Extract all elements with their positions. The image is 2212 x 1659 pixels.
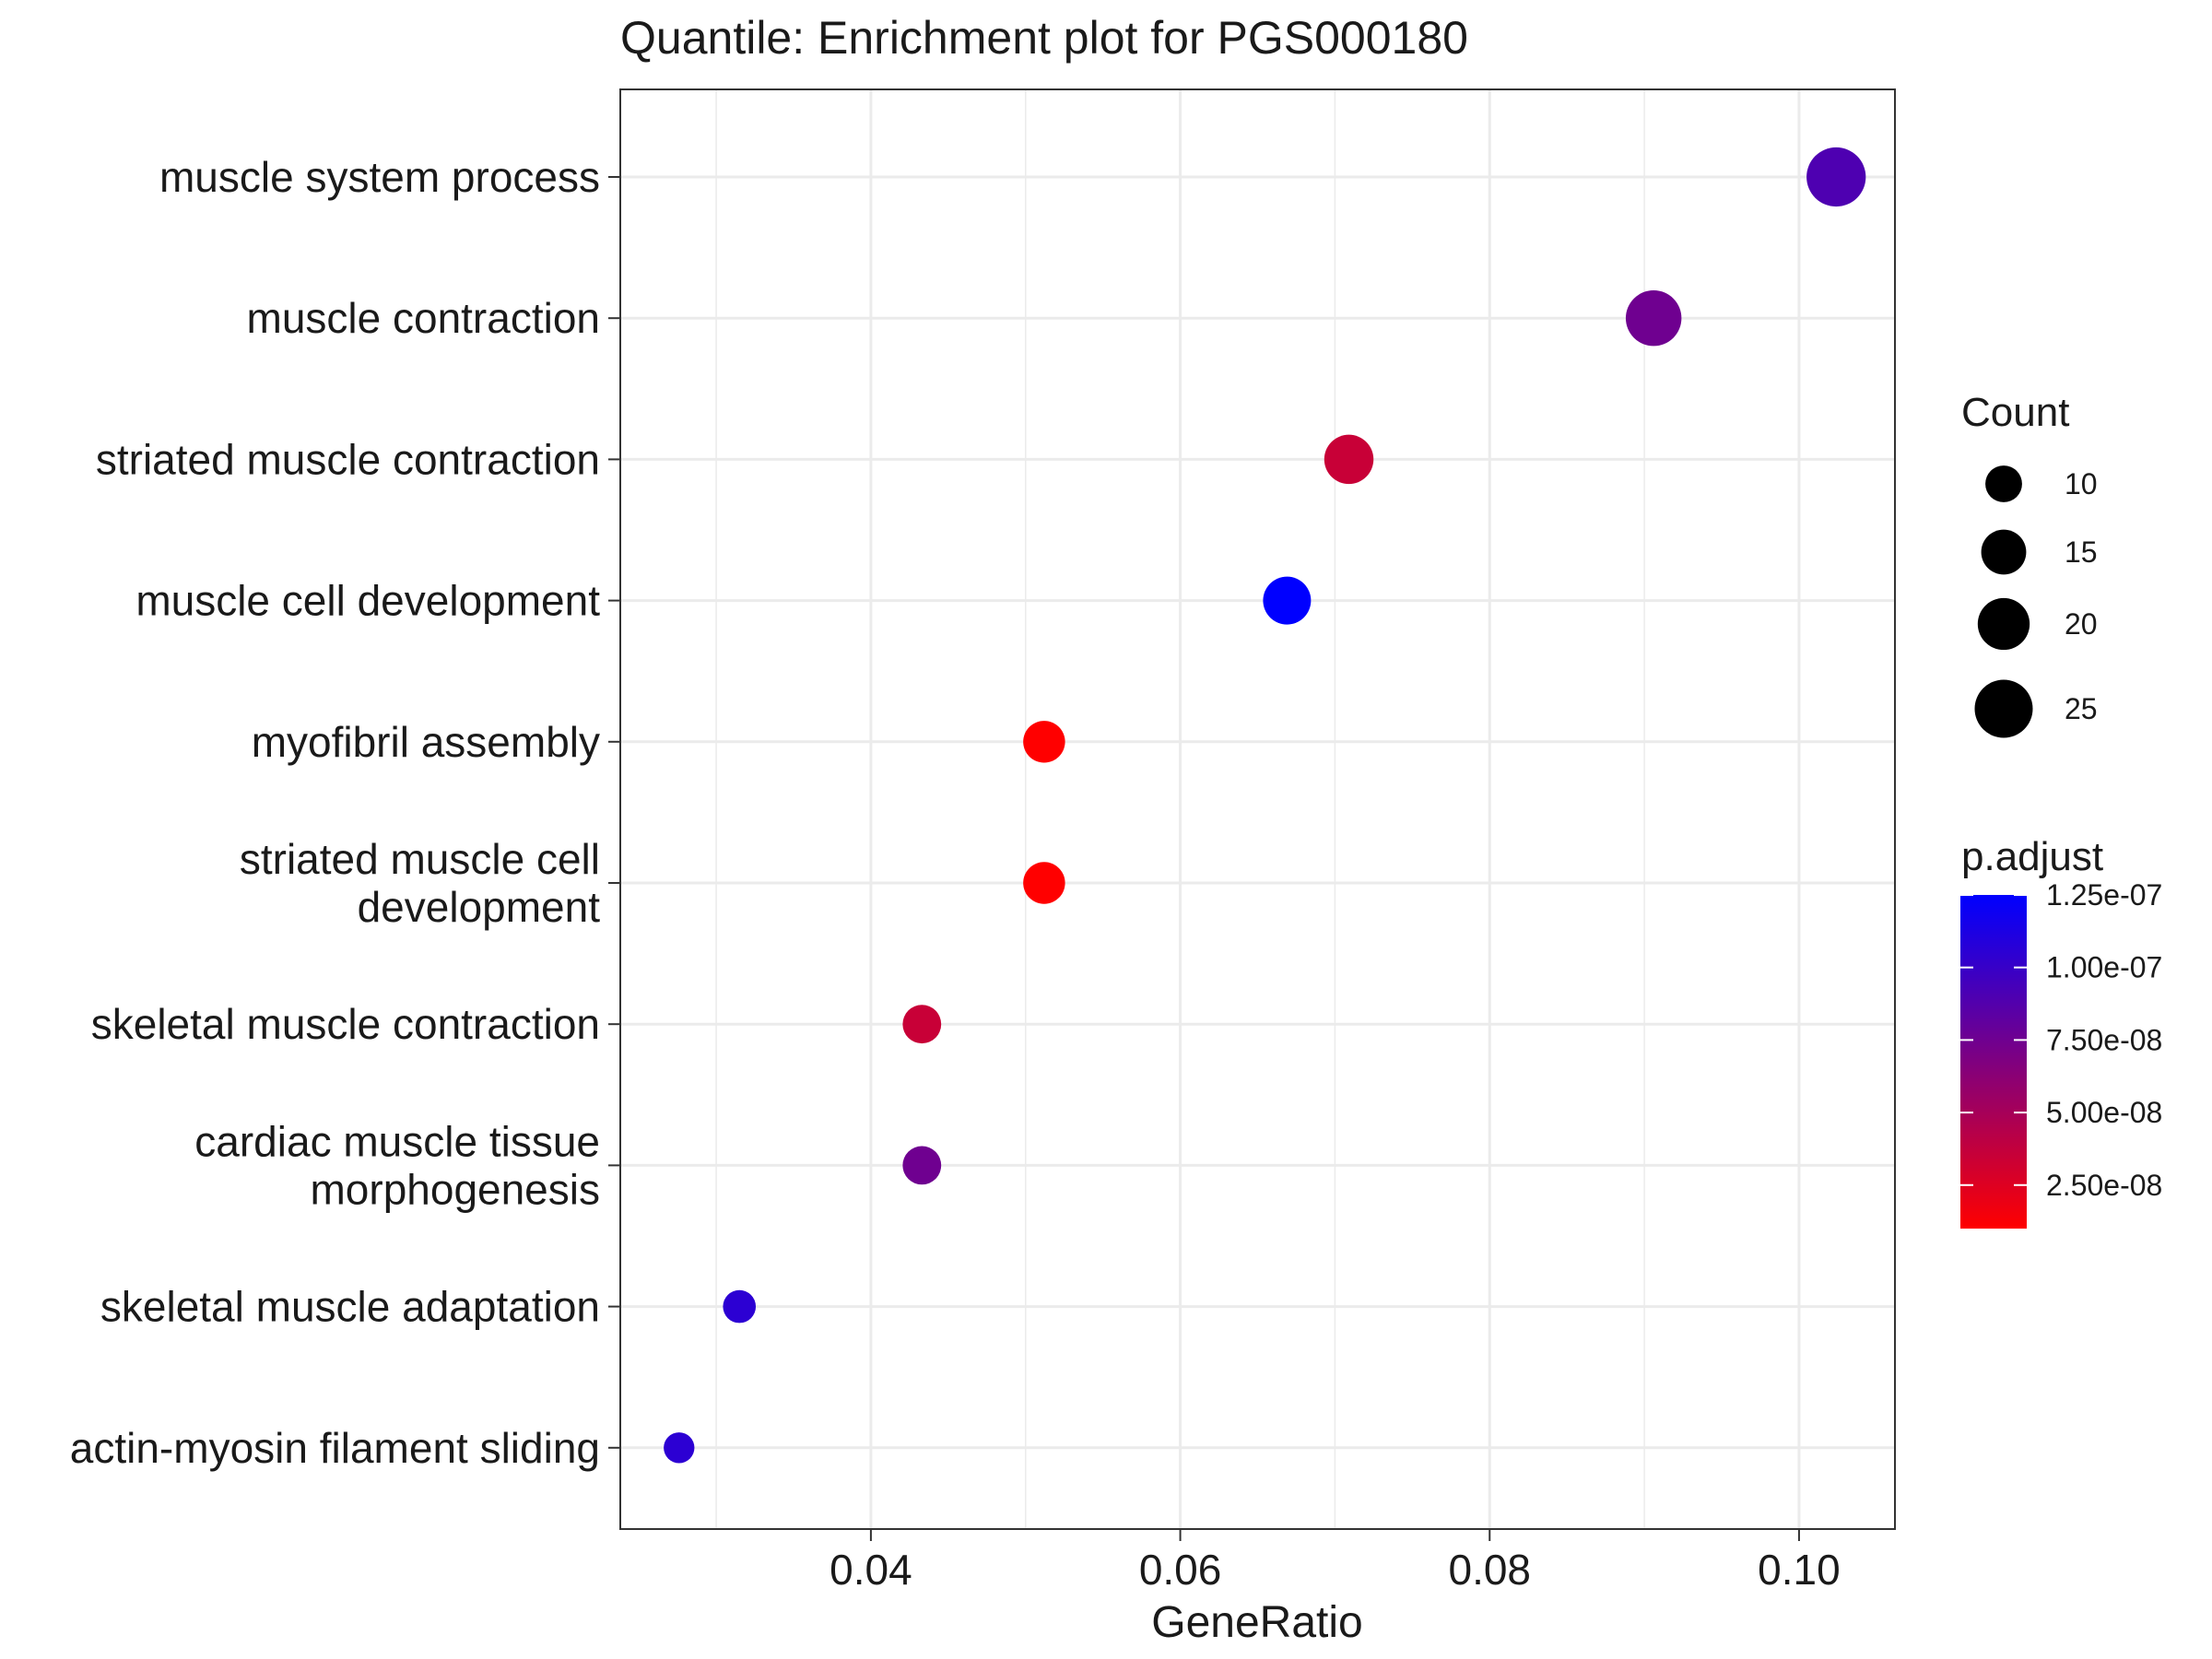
- color-legend-title: p.adjust: [1961, 834, 2103, 879]
- size-legend-key: [1981, 529, 2027, 575]
- y-tick-label: skeletal muscle adaptation: [100, 1283, 600, 1331]
- data-point: [1023, 721, 1065, 763]
- y-tick-label: actin-myosin filament sliding: [70, 1424, 600, 1472]
- data-point: [1023, 862, 1065, 904]
- x-tick-label: 0.08: [1448, 1546, 1531, 1594]
- size-legend-label: 15: [2065, 535, 2098, 569]
- size-legend-label: 20: [2065, 607, 2098, 641]
- y-tick-label: striated muscle cell: [240, 835, 600, 883]
- x-tick-label: 0.10: [1758, 1546, 1841, 1594]
- size-legend-key: [1985, 465, 2022, 502]
- plot-panel-border: [619, 88, 1896, 1530]
- y-tick-label: cardiac muscle tissue: [194, 1117, 600, 1165]
- colorbar-label: 1.25e-07: [2046, 878, 2162, 912]
- size-legend-title: Count: [1961, 390, 2069, 435]
- data-point: [1625, 289, 1682, 347]
- y-tick-label: striated muscle contraction: [96, 435, 600, 483]
- x-axis: 0.04 0.06 0.08 0.10: [830, 1529, 1841, 1594]
- data-point: [1263, 576, 1312, 625]
- size-legend-label: 10: [2065, 467, 2098, 500]
- colorbar-label: 7.50e-08: [2046, 1023, 2162, 1056]
- y-tick-label: morphogenesis: [310, 1165, 600, 1213]
- p-adjust-color-legend: p.adjust 1.25e-07 1.00e-07 7.50e-08 5.00e-0…: [1960, 834, 2162, 1229]
- data-point: [723, 1289, 757, 1324]
- y-tick-label: muscle system process: [159, 153, 600, 201]
- y-tick-label: myofibril assembly: [252, 718, 600, 766]
- data-point: [664, 1432, 695, 1464]
- y-axis: muscle system process muscle contraction s…: [70, 153, 620, 1472]
- p-adjust-colorbar: [1960, 895, 2027, 1229]
- x-axis-title: GeneRatio: [1151, 1598, 1362, 1647]
- y-tick-label: muscle contraction: [247, 294, 601, 342]
- colorbar-label: 5.00e-08: [2046, 1096, 2162, 1129]
- data-point: [902, 1146, 942, 1185]
- size-legend-key: [1974, 679, 2033, 738]
- y-tick-label: development: [358, 883, 601, 931]
- data-point: [1806, 147, 1866, 207]
- colorbar-label: 1.00e-07: [2046, 951, 2162, 984]
- y-tick-label: muscle cell development: [135, 577, 600, 625]
- data-points: [664, 147, 1866, 1464]
- colorbar-label: 2.50e-08: [2046, 1169, 2162, 1202]
- size-legend-label: 25: [2065, 692, 2098, 725]
- data-point: [902, 1005, 942, 1044]
- size-legend-key: [1977, 597, 2030, 651]
- chart-title: Quantile: Enrichment plot for PGS000180: [620, 12, 1468, 64]
- data-point: [1324, 434, 1374, 485]
- count-size-legend: Count 10 15 20 25: [1961, 390, 2098, 738]
- x-tick-label: 0.06: [1139, 1546, 1222, 1594]
- grid-lines: [620, 89, 1895, 1529]
- x-tick-label: 0.04: [830, 1546, 912, 1594]
- y-tick-label: skeletal muscle contraction: [91, 1000, 600, 1048]
